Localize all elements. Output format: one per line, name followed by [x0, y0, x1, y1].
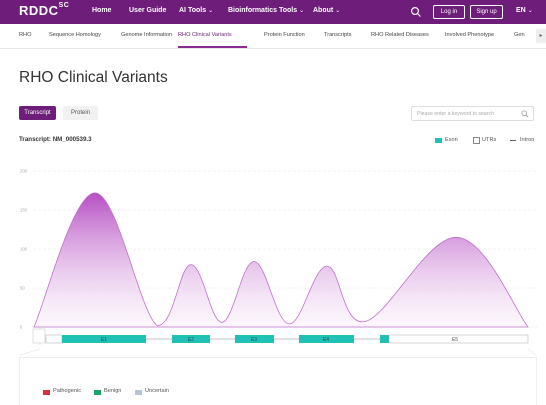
exon-label: E5	[452, 337, 458, 343]
nav-ai-tools[interactable]: AI Tools ⌄	[179, 7, 214, 14]
legend-benign-swatch	[94, 390, 101, 395]
subnav-item-clinical-variants[interactable]: RHO Clinical Variants	[178, 32, 232, 38]
search-icon[interactable]	[521, 110, 529, 118]
y-tick-label: 50	[20, 286, 25, 291]
keyword-search	[411, 106, 534, 121]
subnav-item-sequence-homology[interactable]: Sequence Homology	[49, 32, 101, 38]
gene-subnav: RHO Sequence Homology Genome Information…	[0, 24, 546, 49]
nav-home[interactable]: Home	[92, 7, 112, 14]
legend-utr-label: UTRs	[482, 137, 497, 143]
site-logo[interactable]: RDDCSC	[19, 2, 70, 18]
legend-pathogenic-swatch	[43, 390, 50, 395]
keyword-search-input[interactable]	[417, 109, 517, 118]
signup-button[interactable]: Sign up	[470, 5, 503, 19]
exon-4[interactable]	[299, 335, 354, 343]
search-icon[interactable]	[410, 6, 422, 18]
chevron-down-icon: ⌄	[299, 8, 305, 14]
legend-benign-label: Benign	[104, 388, 122, 394]
language-selector[interactable]: EN ⌄	[516, 7, 533, 14]
y-tick-label: 100	[20, 247, 28, 252]
chevron-down-icon: ⌄	[527, 8, 533, 14]
subnav-item-related-diseases[interactable]: RHO Related Diseases	[371, 32, 429, 38]
y-tick-label: 0	[20, 325, 23, 330]
utr-3prime[interactable]	[388, 334, 529, 344]
exon-1[interactable]	[62, 335, 146, 343]
legend-uncertain-swatch	[135, 390, 142, 395]
nav-bioinformatics-tools[interactable]: Bioinformatics Tools ⌄	[228, 7, 305, 14]
subnav-item-gene[interactable]: Gen	[514, 32, 525, 38]
tab-protein[interactable]: Protein	[63, 106, 98, 120]
variant-density-chart: 0 50 100 150 200 E1 E2 E3 E4 E5	[19, 169, 538, 355]
zoom-guide-left	[19, 348, 41, 355]
range-brush-start[interactable]	[32, 328, 46, 344]
subnav-item-transcripts[interactable]: Transcripts	[324, 32, 352, 38]
y-tick-label: 150	[20, 208, 28, 213]
chevron-down-icon: ⌄	[335, 8, 341, 14]
legend-uncertain-label: Uncertain	[145, 388, 169, 394]
utr-5prime[interactable]	[45, 334, 63, 344]
exon-3[interactable]	[235, 335, 274, 343]
legend-intron-label: Intron	[520, 137, 535, 143]
exon-label: E4	[323, 337, 329, 343]
login-button[interactable]: Log in	[433, 5, 465, 19]
legend-exon-label: Exon	[445, 137, 458, 143]
exon-2[interactable]	[172, 335, 210, 343]
variant-detail-panel	[19, 357, 537, 405]
exon-label: E3	[251, 337, 257, 343]
nav-user-guide[interactable]: User Guide	[129, 7, 167, 14]
transcript-label: Transcript: NM_000539.3	[19, 136, 92, 143]
subnav-item-rho[interactable]: RHO	[19, 32, 32, 38]
exon-label: E1	[101, 337, 107, 343]
subnav-scroll-right-icon[interactable]: ▸	[536, 29, 546, 43]
variant-density-area	[33, 192, 529, 328]
top-navbar: RDDCSC Home User Guide AI Tools ⌄ Bioinfo…	[0, 0, 546, 24]
legend-exon-swatch	[435, 138, 442, 143]
subnav-item-protein-function[interactable]: Protein Function	[264, 32, 305, 38]
page-title: RHO Clinical Variants	[19, 69, 168, 86]
y-tick-label: 200	[20, 169, 28, 174]
subnav-item-genome-information[interactable]: Genome Information	[121, 32, 172, 38]
exon-label: E2	[188, 337, 194, 343]
chevron-down-icon: ⌄	[208, 8, 214, 14]
nav-about[interactable]: About ⌄	[313, 7, 341, 14]
zoom-guide-right	[527, 348, 537, 355]
tab-transcript[interactable]: Transcript	[19, 106, 56, 120]
legend-intron-swatch	[510, 140, 516, 141]
exon-5[interactable]	[380, 335, 389, 343]
legend-pathogenic-label: Pathogenic	[53, 388, 81, 394]
legend-utr-swatch	[473, 137, 480, 144]
active-tab-indicator	[178, 46, 247, 48]
subnav-item-involved-phenotype[interactable]: Involved Phenotype	[445, 32, 495, 38]
